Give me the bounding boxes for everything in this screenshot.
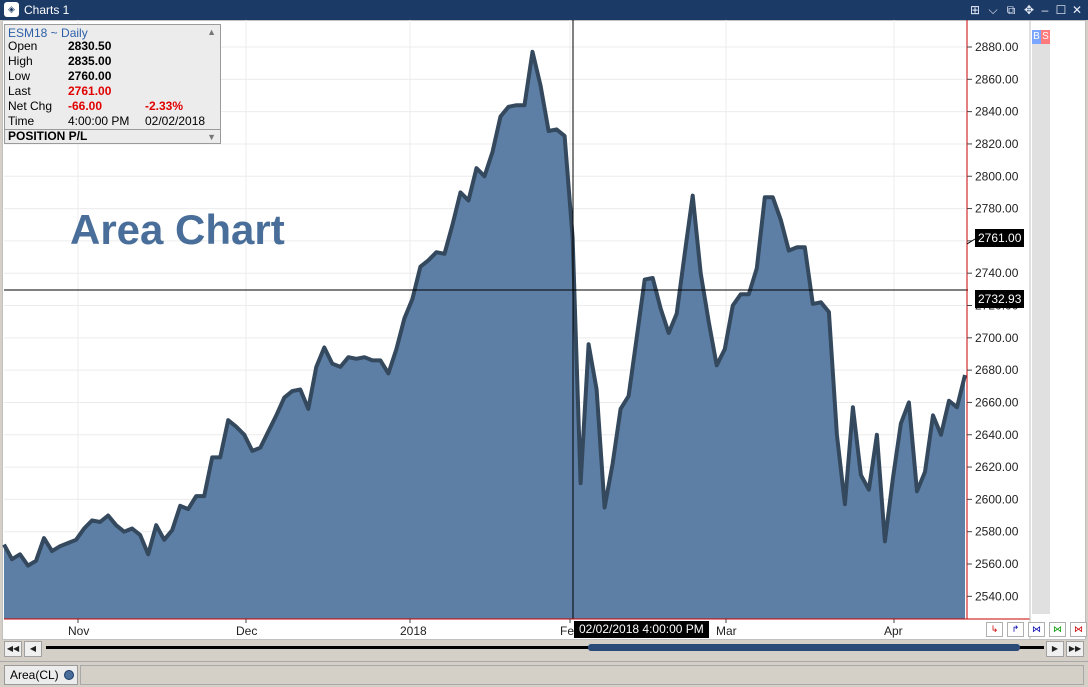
reset-zoom-icon[interactable]: ⋈ bbox=[1070, 622, 1087, 637]
date-tick-label: Apr bbox=[884, 624, 903, 638]
last-price-pointer bbox=[966, 238, 976, 245]
info-value-date: 02/02/2018 bbox=[145, 114, 206, 128]
study-color-dot-icon[interactable] bbox=[64, 670, 74, 680]
move-icon[interactable]: ✥ bbox=[1023, 3, 1035, 17]
window-title: Charts 1 bbox=[24, 3, 70, 17]
price-tick-label: 2680.00 bbox=[975, 363, 1019, 377]
price-tick-label: 2620.00 bbox=[975, 460, 1019, 474]
zoom-in-icon[interactable]: ⋈ bbox=[1028, 622, 1045, 637]
scroll-track[interactable] bbox=[46, 646, 1044, 649]
date-tick-label: Mar bbox=[716, 624, 737, 638]
expand-arrow-icon[interactable]: ▼ bbox=[207, 132, 216, 142]
price-tick-label: 2820.00 bbox=[975, 137, 1019, 151]
zoom-out-icon[interactable]: ⋈ bbox=[1049, 622, 1066, 637]
info-row-last: Last 2761.00 bbox=[8, 84, 218, 99]
cascade-icon[interactable]: ⧉ bbox=[1006, 3, 1016, 17]
info-value: 2835.00 bbox=[68, 54, 112, 68]
price-tick-label: 2640.00 bbox=[975, 428, 1019, 442]
study-tab[interactable]: Area(CL) bbox=[4, 665, 78, 685]
price-tick-label: 2560.00 bbox=[975, 557, 1019, 571]
date-tick-label: 2018 bbox=[400, 624, 427, 638]
info-label: Last bbox=[8, 84, 31, 98]
price-tick-label: 2860.00 bbox=[975, 72, 1019, 86]
price-tick-label: 2700.00 bbox=[975, 331, 1019, 345]
info-label: Open bbox=[8, 39, 38, 53]
status-bar-empty bbox=[80, 665, 1084, 685]
info-label: Low bbox=[8, 69, 31, 83]
info-value: -66.00 bbox=[68, 99, 103, 113]
minimize-icon[interactable]: – bbox=[1041, 3, 1049, 17]
crosshair-time-badge: 02/02/2018 4:00:00 PM bbox=[574, 621, 709, 638]
info-row-net-chg: Net Chg -66.00 -2.33% bbox=[8, 99, 218, 114]
info-value-percent: -2.33% bbox=[145, 99, 184, 113]
position-pl-section[interactable]: POSITION P/L ▼ bbox=[5, 129, 220, 143]
step-right-icon[interactable]: ↱ bbox=[1007, 622, 1024, 637]
price-tick-label: 2800.00 bbox=[975, 169, 1019, 183]
info-row-low: Low 2760.00 bbox=[8, 69, 218, 84]
symbol-header[interactable]: ESM18 ~ Daily bbox=[8, 26, 88, 40]
scroll-right-button[interactable]: ▶ bbox=[1046, 641, 1064, 657]
chart-scrollbar[interactable]: ◀◀ ◀ ▶ ▶▶ bbox=[2, 640, 1086, 660]
info-label: Time bbox=[8, 114, 35, 128]
position-pl-label: POSITION P/L bbox=[8, 129, 88, 143]
info-value: 2830.50 bbox=[68, 39, 112, 53]
price-tick-label: 2540.00 bbox=[975, 589, 1019, 603]
last-price-badge: 2761.00 bbox=[975, 229, 1025, 247]
area-chart[interactable]: 2880.00 2860.00 2840.00 2820.00 2800.00 2780.… bbox=[0, 0, 1088, 640]
close-icon[interactable]: ✕ bbox=[1071, 3, 1083, 17]
scroll-last-button[interactable]: ▶▶ bbox=[1066, 641, 1084, 657]
info-label: Net Chg bbox=[8, 99, 53, 113]
info-row-open: Open 2830.50 bbox=[8, 39, 218, 54]
info-row-time: Time 4:00:00 PM 02/02/2018 bbox=[8, 114, 218, 129]
window-titlebar: ◈ Charts 1 ⊞ ⌵ ⧉ ✥ – ☐ ✕ bbox=[0, 0, 1088, 20]
price-tick-label: 2840.00 bbox=[975, 105, 1019, 119]
price-tick-label: 2600.00 bbox=[975, 492, 1019, 506]
link-icon[interactable]: ⊞ bbox=[969, 3, 981, 17]
crosshair-price-badge: 2732.93 bbox=[975, 290, 1025, 308]
collapse-arrow-icon[interactable]: ▲ bbox=[207, 27, 216, 37]
step-left-icon[interactable]: ↳ bbox=[986, 622, 1003, 637]
sell-button[interactable]: S bbox=[1041, 30, 1050, 44]
chart-overlay-title: Area Chart bbox=[70, 206, 285, 253]
price-tick-label: 2780.00 bbox=[975, 202, 1019, 216]
price-tick-label: 2880.00 bbox=[975, 40, 1019, 54]
chevron-down-icon[interactable]: ⌵ bbox=[988, 3, 998, 17]
info-value: 2760.00 bbox=[68, 69, 112, 83]
buy-button[interactable]: B bbox=[1032, 30, 1041, 44]
price-tick-label: 2660.00 bbox=[975, 395, 1019, 409]
status-bar: Area(CL) bbox=[0, 661, 1088, 687]
symbol-info-box[interactable]: ESM18 ~ Daily ▲ Open 2830.50 High 2835.0… bbox=[4, 24, 221, 144]
area-series-line bbox=[2, 49, 967, 568]
maximize-icon[interactable]: ☐ bbox=[1055, 3, 1067, 17]
chart-app-icon[interactable]: ◈ bbox=[4, 2, 19, 17]
info-row-high: High 2835.00 bbox=[8, 54, 218, 69]
buy-sell-panel[interactable]: B S bbox=[1032, 30, 1050, 614]
info-value: 4:00:00 PM bbox=[68, 114, 130, 128]
info-value: 2761.00 bbox=[68, 84, 112, 98]
scroll-left-button[interactable]: ◀ bbox=[24, 641, 42, 657]
date-tick-label: Dec bbox=[236, 624, 257, 638]
price-tick-label: 2580.00 bbox=[975, 525, 1019, 539]
scroll-thumb[interactable] bbox=[588, 644, 1020, 651]
study-tab-label: Area(CL) bbox=[10, 668, 59, 682]
date-tick-label: Nov bbox=[68, 624, 89, 638]
scroll-first-button[interactable]: ◀◀ bbox=[4, 641, 22, 657]
price-tick-label: 2740.00 bbox=[975, 266, 1019, 280]
area-fill bbox=[4, 51, 965, 620]
info-label: High bbox=[8, 54, 33, 68]
